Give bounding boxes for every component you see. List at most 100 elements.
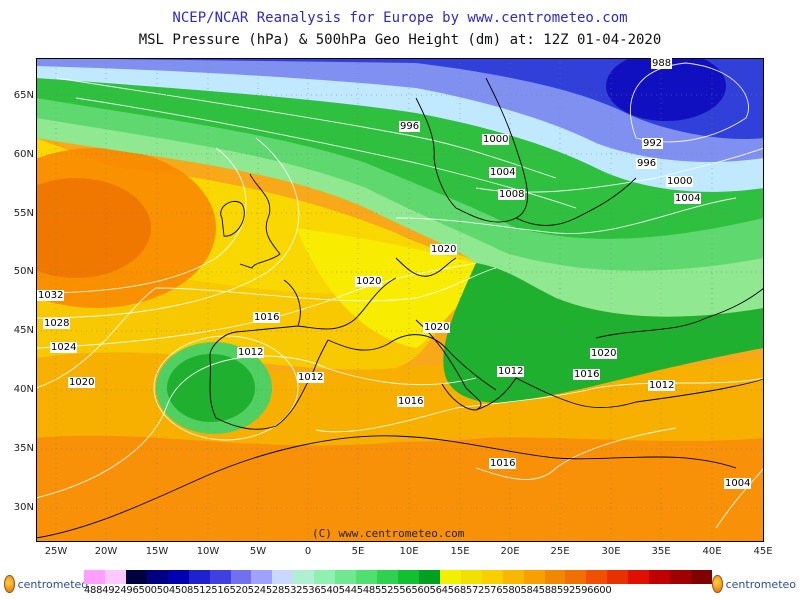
coastlines [36, 77, 764, 539]
isobar-label: 1020 [68, 377, 96, 388]
lon-label: 20W [94, 546, 118, 557]
lat-label: 50N [13, 266, 34, 277]
lon-label: 5E [351, 546, 365, 557]
isobar-label: 1000 [666, 176, 694, 187]
isobar-label: 1004 [674, 193, 702, 204]
map-frame [36, 58, 764, 542]
deep-blue-band [36, 58, 764, 139]
lon-label: 0 [304, 546, 312, 557]
scale-cell [398, 570, 420, 584]
scale-cell [439, 570, 462, 584]
scale-cell [691, 570, 713, 584]
isobar-label: 1012 [648, 380, 676, 391]
isobar-label: 1020 [355, 276, 383, 287]
scale-cell [356, 570, 378, 584]
scale-cell [418, 570, 441, 584]
baltic-coast [515, 177, 637, 226]
isobar-label: 1004 [724, 478, 752, 489]
centrometeo-logo-right: centrometeo [712, 572, 796, 596]
lon-label: 10W [196, 546, 220, 557]
scale-cell [481, 570, 504, 584]
lat-label: 60N [13, 149, 34, 160]
southern-orange-band [36, 428, 764, 542]
scale-cell [377, 570, 399, 584]
isobar-label: 1020 [430, 244, 458, 255]
mediterranean-north-coast [327, 334, 497, 391]
lat-label: 30N [13, 502, 34, 513]
centrometeo-logo-left: centrometeo [4, 572, 88, 596]
scale-cell [649, 570, 671, 584]
lon-label: 25W [44, 546, 68, 557]
scale-cell [125, 570, 148, 584]
logo-icon [4, 575, 15, 593]
france-north-outline [283, 277, 397, 330]
scale-cell [230, 570, 252, 584]
isobar-label: 1032 [37, 290, 65, 301]
color-scale-bar [84, 570, 713, 584]
lon-label: 10E [399, 546, 419, 557]
copyright-text: (C) www.centrometeo.com [312, 527, 465, 540]
lon-label: 45E [753, 546, 773, 557]
scale-cell [502, 570, 525, 584]
north-africa-coast [36, 435, 737, 539]
isobar-label: 1016 [253, 312, 281, 323]
scandinavia-outline [415, 77, 528, 223]
great-britain-outline [239, 173, 281, 269]
logo-text: centrometeo [17, 577, 88, 591]
isobar-label: 1012 [297, 372, 325, 383]
lon-label: 25E [550, 546, 570, 557]
lat-label: 45N [13, 325, 34, 336]
scale-cell [167, 570, 190, 584]
scale-cell [251, 570, 273, 584]
scale-cell [272, 570, 294, 584]
scale-cell [460, 570, 483, 584]
denmark-netherlands-coast [395, 257, 457, 277]
lat-label: 40N [13, 384, 34, 395]
lat-label: 35N [13, 443, 34, 454]
lat-label: 55N [13, 208, 34, 219]
lon-label: 5W [249, 546, 267, 557]
scale-cell [586, 570, 608, 584]
atlantic-high-core [36, 178, 151, 278]
isobar-label: 1020 [423, 322, 451, 333]
scale-cell [104, 570, 127, 584]
iberian-low-core [167, 354, 255, 422]
lon-label: 20E [500, 546, 520, 557]
isobar-label: 1016 [489, 458, 517, 469]
scale-cell [607, 570, 629, 584]
scale-cell [209, 570, 232, 584]
isobar-label: 1008 [498, 189, 526, 200]
bright-yellow-band [296, 228, 476, 348]
scale-cell [188, 570, 211, 584]
scale-cell [523, 570, 546, 584]
lat-label: 65N [13, 90, 34, 101]
lon-label: 40E [702, 546, 722, 557]
isobar-label: 988 [651, 58, 673, 69]
scale-cell [335, 570, 357, 584]
isobar-lines [36, 62, 764, 529]
logo-text: centrometeo [725, 577, 796, 591]
scale-cell [544, 570, 566, 584]
isobar-label: 996 [399, 121, 421, 132]
scale-cell [146, 570, 169, 584]
scale-cell [314, 570, 336, 584]
scale-cell [670, 570, 692, 584]
scale-cell [565, 570, 587, 584]
northern-low [606, 58, 726, 121]
black-sea-coast [595, 287, 764, 339]
italy-outline [415, 319, 482, 411]
isobar-label: 1016 [397, 396, 425, 407]
isobar-label: 992 [642, 138, 664, 149]
lon-label: 30E [601, 546, 621, 557]
lon-label: 35E [651, 546, 671, 557]
scale-cell [84, 570, 106, 584]
lon-label: 15W [145, 546, 169, 557]
lon-label: 15E [450, 546, 470, 557]
map-subtitle: MSL Pressure (hPa) & 500hPa Geo Height (… [138, 32, 662, 48]
isobar-label: 1012 [497, 366, 525, 377]
isobar-label: 1028 [43, 318, 71, 329]
balkans-turkey-coast [475, 377, 764, 411]
isobar-label: 1020 [590, 348, 618, 359]
scale-cell [628, 570, 650, 584]
isobar-label: 1016 [573, 369, 601, 380]
